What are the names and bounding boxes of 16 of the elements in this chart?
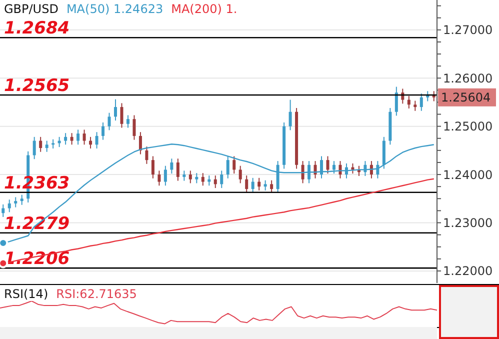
series-label: RSI:62.71635 <box>56 287 137 301</box>
y-tick-label: 1.22000 <box>443 264 493 278</box>
text: MA(200) <box>171 2 222 16</box>
text: MA(50) <box>66 2 110 16</box>
y-tick-label: 1.25000 <box>443 120 493 134</box>
text: 1.25604 <box>441 90 491 104</box>
chart-title: GBP/USD <box>4 2 58 16</box>
ref-line-label: 1.2684 <box>4 18 70 39</box>
y-tick-label: 1.24000 <box>443 168 493 182</box>
chart-title: RSI(14) <box>4 287 48 301</box>
annotation: 1. <box>226 2 238 16</box>
y-tick-label: 1.23000 <box>443 216 493 230</box>
y-tick-label: 1.27000 <box>443 23 493 38</box>
annotation: 1.24623 <box>113 2 164 16</box>
y-tick-label: 1.26000 <box>443 71 493 86</box>
ref-line-label: 1.2565 <box>4 76 70 96</box>
